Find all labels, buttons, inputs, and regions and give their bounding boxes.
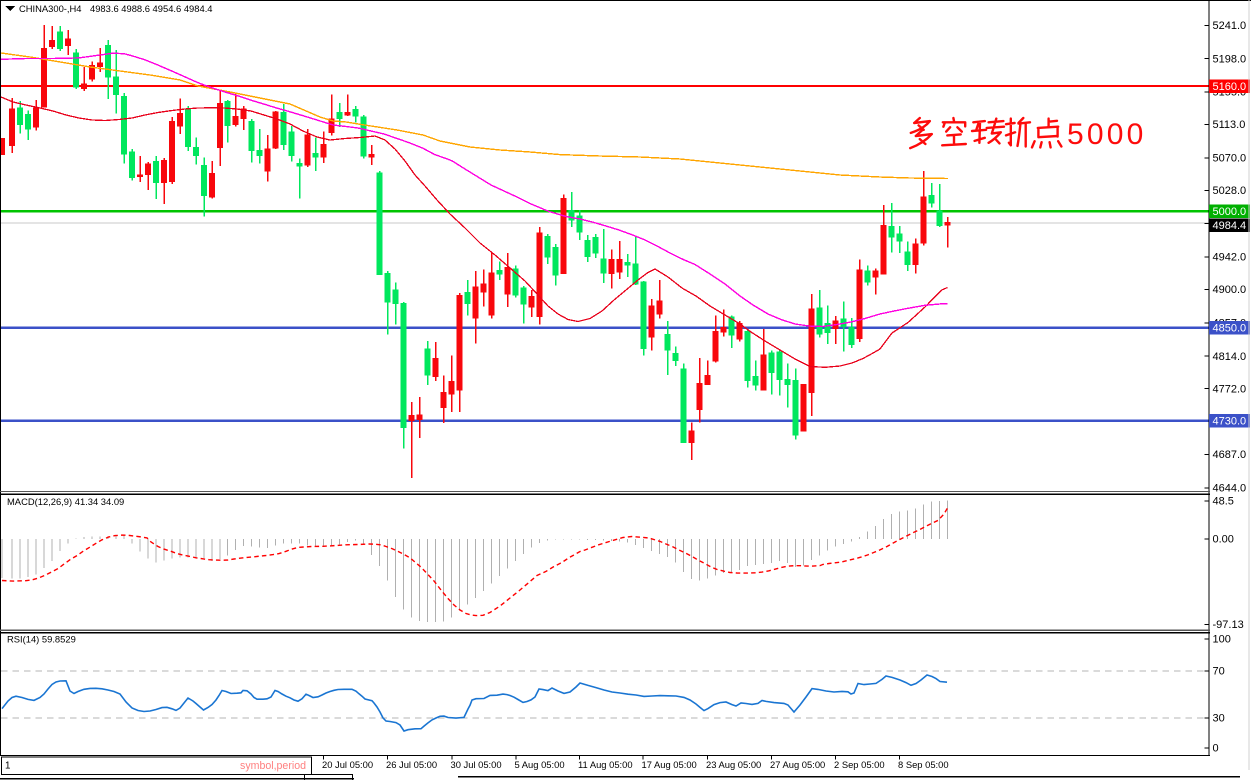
svg-text:-97.13: -97.13 bbox=[1213, 619, 1244, 631]
svg-text:4814.0: 4814.0 bbox=[1213, 351, 1247, 363]
svg-text:5241.0: 5241.0 bbox=[1213, 20, 1247, 32]
svg-text:CHINA300-,H4: CHINA300-,H4 bbox=[19, 3, 82, 14]
svg-text:4687.0: 4687.0 bbox=[1213, 449, 1247, 461]
svg-text:5198.0: 5198.0 bbox=[1213, 53, 1247, 65]
svg-text:4984.4: 4984.4 bbox=[1213, 220, 1247, 232]
svg-text:RSI(14) 59.8529: RSI(14) 59.8529 bbox=[7, 634, 76, 645]
svg-text:70: 70 bbox=[1213, 666, 1225, 678]
svg-text:4983.6 4988.6 4954.6 4984.4: 4983.6 4988.6 4954.6 4984.4 bbox=[90, 3, 213, 14]
svg-text:5113.0: 5113.0 bbox=[1213, 119, 1246, 131]
svg-text:23 Aug 05:00: 23 Aug 05:00 bbox=[706, 759, 761, 770]
svg-text:0.00: 0.00 bbox=[1213, 534, 1234, 546]
svg-text:8 Sep 05:00: 8 Sep 05:00 bbox=[898, 759, 949, 770]
svg-text:17 Aug 05:00: 17 Aug 05:00 bbox=[642, 759, 697, 770]
svg-text:4644.0: 4644.0 bbox=[1213, 483, 1247, 495]
svg-text:4900.0: 4900.0 bbox=[1213, 284, 1247, 296]
svg-text:100: 100 bbox=[1213, 634, 1231, 646]
svg-text:20 Jul 05:00: 20 Jul 05:00 bbox=[322, 759, 373, 770]
svg-text:4730.0: 4730.0 bbox=[1213, 415, 1247, 427]
svg-text:30: 30 bbox=[1213, 713, 1225, 725]
svg-text:2 Sep 05:00: 2 Sep 05:00 bbox=[834, 759, 885, 770]
svg-text:MACD(12,26,9) 41.34 34.09: MACD(12,26,9) 41.34 34.09 bbox=[7, 496, 124, 507]
svg-text:5000.0: 5000.0 bbox=[1213, 206, 1247, 218]
svg-text:5070.0: 5070.0 bbox=[1213, 153, 1247, 165]
svg-text:4850.0: 4850.0 bbox=[1213, 322, 1247, 334]
svg-text:11 Aug 05:00: 11 Aug 05:00 bbox=[578, 759, 633, 770]
svg-text:0: 0 bbox=[1213, 743, 1219, 755]
svg-text:26 Jul 05:00: 26 Jul 05:00 bbox=[386, 759, 437, 770]
svg-text:27 Aug 05:00: 27 Aug 05:00 bbox=[770, 759, 825, 770]
svg-text:5000: 5000 bbox=[1067, 118, 1147, 151]
svg-text:5160.0: 5160.0 bbox=[1213, 81, 1247, 93]
svg-text:4942.0: 4942.0 bbox=[1213, 252, 1247, 264]
svg-text:symbol,period: symbol,period bbox=[240, 760, 306, 772]
svg-text:5028.0: 5028.0 bbox=[1213, 185, 1247, 197]
svg-text:48.5: 48.5 bbox=[1213, 496, 1234, 508]
svg-text:4772.0: 4772.0 bbox=[1213, 383, 1247, 395]
svg-text:30 Jul 05:00: 30 Jul 05:00 bbox=[451, 759, 502, 770]
svg-text:5 Aug 05:00: 5 Aug 05:00 bbox=[515, 759, 565, 770]
svg-text:1: 1 bbox=[5, 761, 10, 772]
